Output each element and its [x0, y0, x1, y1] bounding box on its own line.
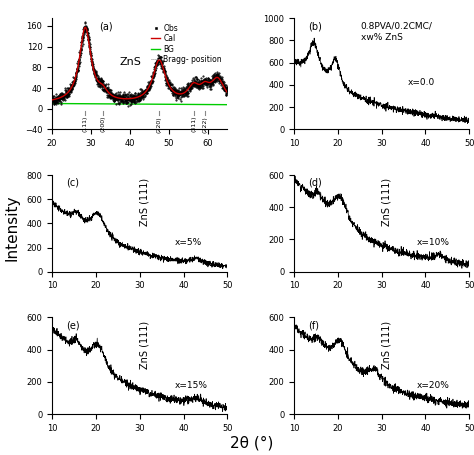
Text: Intensity: Intensity: [5, 194, 20, 261]
Text: (a): (a): [100, 21, 113, 31]
Text: x=0.0: x=0.0: [408, 78, 435, 87]
Text: (d): (d): [308, 178, 322, 188]
Text: x=15%: x=15%: [175, 380, 208, 389]
Legend: Obs, Cal, BG, Bragg- position: Obs, Cal, BG, Bragg- position: [150, 22, 224, 66]
Text: ZnS: ZnS: [119, 57, 141, 67]
Text: (e): (e): [66, 320, 80, 330]
Text: 0.8PVA/0.2CMC/
xw% ZnS: 0.8PVA/0.2CMC/ xw% ZnS: [361, 21, 432, 42]
Text: x=20%: x=20%: [417, 380, 449, 389]
Text: ZnS (111): ZnS (111): [382, 178, 392, 226]
Text: (111): (111): [83, 116, 88, 132]
Text: (220): (220): [157, 116, 162, 132]
Text: (200): (200): [100, 116, 105, 132]
Text: x=5%: x=5%: [175, 238, 202, 247]
Text: (311): (311): [191, 116, 196, 132]
Text: (222): (222): [202, 116, 207, 133]
Text: (c): (c): [66, 178, 79, 188]
Text: (f): (f): [308, 320, 319, 330]
Text: ZnS (111): ZnS (111): [140, 178, 150, 226]
Text: ZnS (111): ZnS (111): [382, 320, 392, 369]
Text: x=10%: x=10%: [417, 238, 450, 247]
Text: ZnS (111): ZnS (111): [140, 320, 150, 369]
Text: (b): (b): [308, 21, 322, 31]
Text: 2θ (°): 2θ (°): [229, 435, 273, 450]
